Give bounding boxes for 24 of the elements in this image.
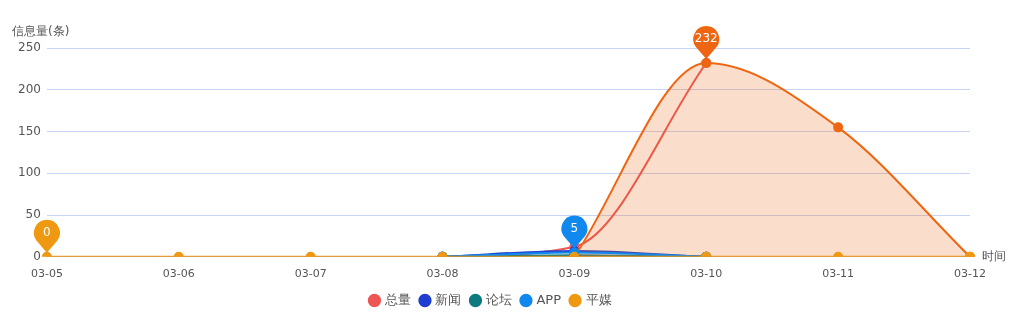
legend-label: APP bbox=[536, 291, 562, 307]
x-axis-title: 时间 bbox=[982, 248, 1006, 263]
legend-label: 平媒 bbox=[585, 291, 612, 307]
x-tick-label: 03-09 bbox=[558, 267, 591, 281]
y-tick-label: 250 bbox=[18, 40, 41, 55]
x-tick-label: 03-07 bbox=[294, 267, 327, 281]
y-axis-title: 信息量(条) bbox=[12, 24, 70, 39]
x-tick-label: 03-11 bbox=[822, 267, 855, 281]
y-tick-label: 150 bbox=[18, 123, 41, 138]
x-tick-label: 03-10 bbox=[690, 267, 723, 281]
y-tick-label: 50 bbox=[25, 207, 41, 222]
annotation: 232 bbox=[694, 31, 718, 46]
annotation: 5 bbox=[570, 220, 579, 235]
legend-label: 新闻 bbox=[435, 291, 462, 307]
legend-label: 总量 bbox=[383, 291, 411, 307]
annotation: 0 bbox=[43, 224, 51, 239]
legend-label: 论坛 bbox=[485, 291, 512, 307]
x-tick-label: 03-05 bbox=[30, 267, 63, 281]
x-tick-label: 03-08 bbox=[426, 267, 459, 281]
y-tick-label: 100 bbox=[18, 165, 41, 180]
y-tick-label: 200 bbox=[18, 81, 41, 96]
x-tick-label: 03-06 bbox=[162, 267, 195, 281]
y-tick-label: 0 bbox=[33, 248, 41, 263]
x-tick-label: 03-12 bbox=[954, 267, 986, 281]
